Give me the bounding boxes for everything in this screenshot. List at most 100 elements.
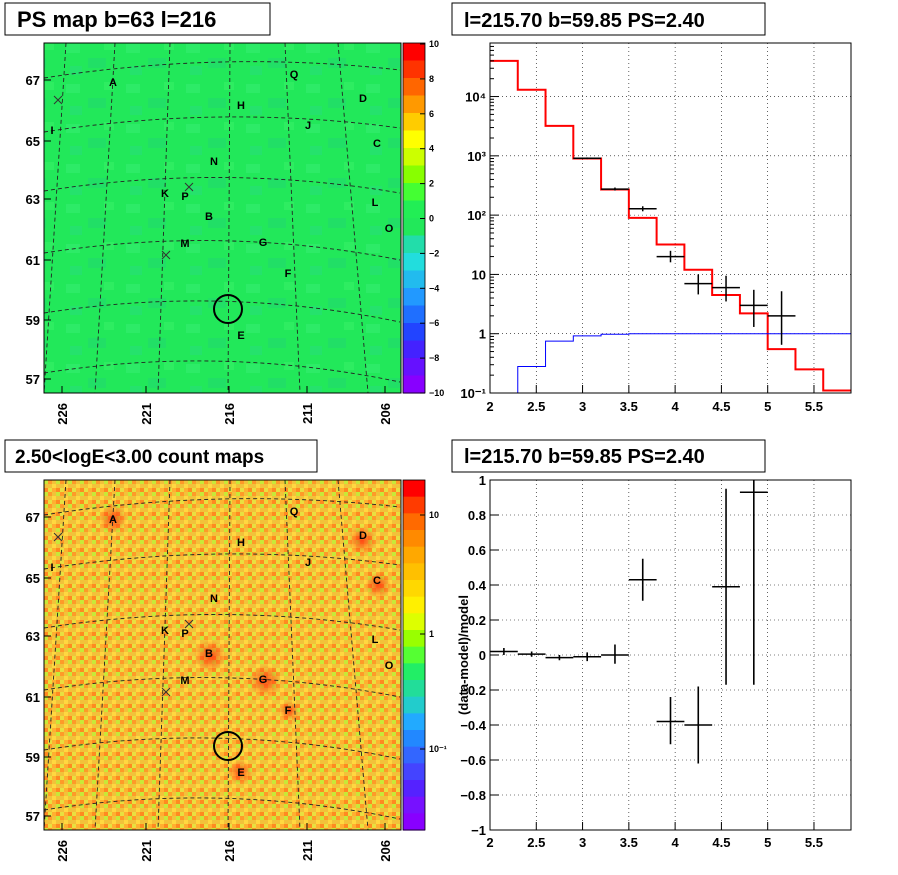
colorbar-tick-label: 10 [429,510,439,520]
residual-point [656,697,685,745]
residuals-x-tick-label: 5.5 [805,835,823,850]
source-ring [213,294,243,324]
count-map-hotspots [99,505,391,784]
ps-map-frame [43,42,402,394]
source-label-i: I [50,125,53,137]
colorbar-tick-label: 2 [429,179,434,189]
latitude-gridline [43,797,401,820]
ps-map-image [44,43,401,393]
colorbar-tick-label: −6 [429,318,439,328]
colorbar-swatch [403,60,425,79]
longitude-gridline [157,42,171,394]
data-point [684,274,713,295]
hotspot [249,665,281,697]
hotspot [194,640,226,672]
source-label-g: G [259,237,268,249]
source-label-n: N [210,156,218,168]
sky-y-tick-label: 59 [26,313,40,328]
residuals-y-tick-label: −1 [471,823,486,838]
sky-x-tick-label: 216 [222,403,237,425]
spectrum-x-tick-label: 4.5 [712,399,730,414]
colorbar-swatch [403,253,425,272]
data-point [601,187,629,191]
colorbar-swatch [403,696,425,714]
colorbar-swatch [403,513,425,531]
spectrum-x-tick-label: 3 [579,399,586,414]
hotspot [228,760,252,784]
longitude-gridline [94,42,116,394]
residuals-y-tick-label: 0 [479,648,486,663]
sky-x-tick-label: 226 [55,403,70,425]
hotspot [365,572,391,598]
latitude-gridline [43,553,401,570]
residuals-title-text: l=215.70 b=59.85 PS=2.40 [464,446,705,468]
colorbar-swatch [403,95,425,114]
colorbar-swatch [403,780,425,798]
residuals-y-tick-label: 0.4 [468,578,487,593]
source-label-b: B [205,648,213,660]
ps-map-title-text: PS map b=63 l=216 [17,7,216,32]
sky-y-tick-label: 61 [26,253,40,268]
source-label-d: D [359,530,367,542]
colorbar-swatch [403,530,425,548]
sky-x-tick-label: 221 [139,840,154,862]
source-label-l: L [372,634,379,646]
latitude-gridline [43,360,401,383]
colorbar-swatch [403,713,425,731]
data-point [656,250,685,263]
residuals-y-tick-label: −0.8 [460,788,486,803]
longitude-gridline [94,479,116,831]
spectrum-y-tick-label: 10³ [467,149,486,164]
colorbar-tick-label: 0 [429,214,434,224]
colorbar-swatch [403,613,425,631]
sky-y-tick-label: 67 [26,510,40,525]
count-map-frame [43,479,402,831]
colorbar-swatch [403,113,425,132]
source-label-a: A [109,77,117,89]
longitude-gridline [284,479,301,831]
source-label-c: C [373,138,381,150]
residuals-y-tick-label: 1 [479,473,486,488]
longitude-gridline [227,479,231,831]
source-label-e: E [237,767,244,779]
colorbar-swatch [403,165,425,184]
residual-point [739,480,768,685]
source-cross [161,250,171,260]
colorbar-swatch [403,646,425,664]
sky-x-tick-label: 221 [139,403,154,425]
source-label-l: L [372,197,379,209]
residuals-y-tick-label: −0.4 [460,718,486,733]
spectrum-x-tick-label: 5 [764,399,771,414]
residuals-panel: 2 2.5 3 3.5 4 4.5 5 5.5 1 0.8 0.6 0.4 0.2 0 −0.2 −0.4 −0… [456,473,852,850]
spectrum-y-tick-label: 10² [467,208,486,223]
colorbar-tick-label: −8 [429,353,439,363]
source-cross [53,532,63,542]
latitude-gridline [43,61,401,79]
latitude-gridline [43,116,401,133]
residuals-x-tick-label: 5 [764,835,771,850]
data-point [767,291,796,345]
longitude-gridline [157,479,171,831]
colorbar-swatch [403,235,425,254]
residuals-y-tick-label: −0.2 [460,683,486,698]
spectrum-x-tick-label: 2.5 [527,399,545,414]
colorbar-tick-label: 10 [429,39,439,49]
spectrum-title-text: l=215.70 b=59.85 PS=2.40 [464,10,705,32]
colorbar-swatch [403,340,425,359]
sky-x-tick-label: 211 [300,840,315,861]
sky-y-tick-label: 65 [26,571,40,586]
source-label-p: P [181,191,188,203]
colorbar-swatch [403,130,425,149]
residuals-x-tick-label: 4 [672,835,680,850]
latitude-gridline [43,240,401,261]
source-label-d: D [359,93,367,105]
source-cross [53,95,63,105]
colorbar-swatch [403,663,425,681]
count-map-panel: A H Q D I J C N K P L B O M G F E 67 65 63 61 59 57 226 221 216 21… [26,479,447,862]
source-label-f: F [285,705,292,717]
longitude-gridline [43,479,67,831]
residuals-y-axis-label: (data-model)/model [456,595,471,715]
colorbar-swatch [403,580,425,598]
colorbar-swatch [403,78,425,97]
data-point [628,206,657,212]
